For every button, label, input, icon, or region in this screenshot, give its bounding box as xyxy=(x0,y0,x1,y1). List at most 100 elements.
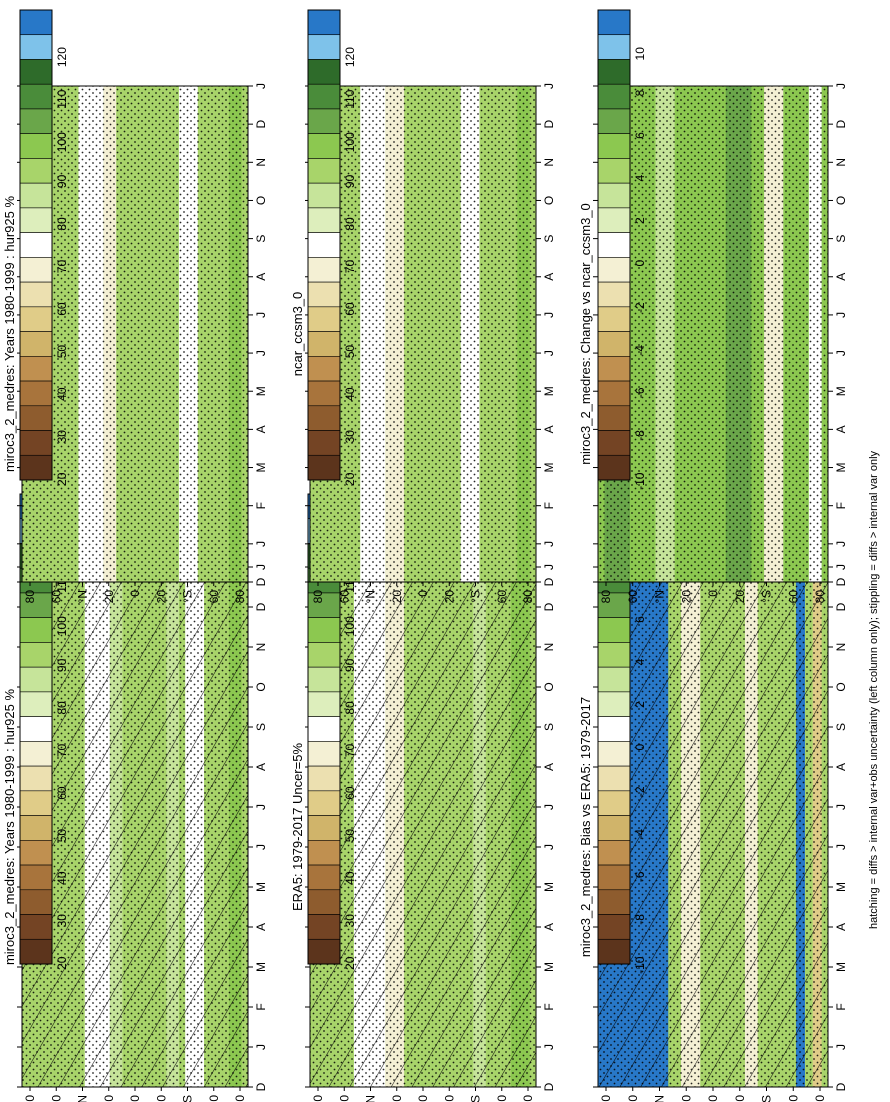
month-label: D xyxy=(834,577,848,586)
colorbar-swatch xyxy=(19,405,53,431)
month-label: J xyxy=(542,83,556,89)
colorbar-label: 100 xyxy=(343,616,357,636)
colorbar-label: 10 xyxy=(633,47,647,61)
colorbar-frame xyxy=(307,9,341,481)
lat-label: 20 xyxy=(442,1095,456,1102)
colorbar-label: 80 xyxy=(55,217,69,231)
lat-label: °N xyxy=(364,1095,378,1102)
colorbar-label: -2 xyxy=(633,786,647,797)
lat-label: 20 xyxy=(154,590,168,604)
colorbar-swatch xyxy=(307,257,341,283)
colorbar-swatch xyxy=(19,617,53,643)
colorbar-label: 80 xyxy=(55,701,69,715)
colorbar-swatch xyxy=(597,158,631,184)
month-label: M xyxy=(254,882,268,892)
colorbar-swatch xyxy=(307,83,341,110)
month-label: F xyxy=(254,1003,268,1010)
colorbar-swatch xyxy=(597,9,631,36)
lat-label: 20 xyxy=(679,1095,693,1102)
colorbar-swatch xyxy=(307,864,341,891)
month-label: J xyxy=(542,844,556,850)
colorbar-swatch xyxy=(307,34,341,60)
colorbar-label: 50 xyxy=(343,345,357,359)
colorbar-swatch xyxy=(307,617,341,643)
lat-label: 80 xyxy=(311,1095,325,1102)
colorbar-label: 80 xyxy=(343,217,357,231)
colorbar-label: 0 xyxy=(633,260,647,267)
colorbar-swatch xyxy=(597,405,631,431)
lat-label: 80 xyxy=(233,1095,247,1102)
month-label: M xyxy=(834,882,848,892)
colorbar-label: 40 xyxy=(55,871,69,885)
lat-label: 20 xyxy=(733,590,747,604)
month-label: S xyxy=(542,235,556,243)
colorbar-swatch xyxy=(19,380,53,407)
month-label: O xyxy=(254,196,268,205)
colorbar-swatch xyxy=(597,716,631,742)
month-label: M xyxy=(254,463,268,473)
month-label: S xyxy=(254,235,268,243)
colorbar-swatch xyxy=(19,840,53,866)
colorbar-label: 0 xyxy=(633,744,647,751)
colorbar-label: 90 xyxy=(55,658,69,672)
colorbar-swatch xyxy=(597,356,631,382)
lat-label: 80 xyxy=(599,590,613,604)
hatch-overlay xyxy=(22,567,248,1087)
colorbar-label: 80 xyxy=(343,701,357,715)
lat-label: 60 xyxy=(626,590,640,604)
lat-label: °N xyxy=(76,1095,90,1102)
month-label: J xyxy=(542,804,556,810)
colorbar-swatch xyxy=(19,306,53,332)
lat-label: °N xyxy=(364,590,378,603)
month-label: D xyxy=(542,1082,556,1091)
colorbar-swatch xyxy=(597,642,631,668)
month-label: F xyxy=(834,502,848,509)
lat-label: 60 xyxy=(337,1095,351,1102)
colorbar-swatch xyxy=(19,592,53,618)
month-label: M xyxy=(542,882,556,892)
lat-label: 20 xyxy=(390,590,404,604)
lat-label: 20 xyxy=(390,1095,404,1102)
panel-title: ncar_ccsm3_0 xyxy=(290,292,305,377)
panel-2: D J F M A M J J A S O N D J 80 60 °N 20 0 20 °S 60 80 miroc3_2_… xyxy=(2,9,268,604)
month-label: S xyxy=(834,235,848,243)
month-label: N xyxy=(542,643,556,652)
colorbar-swatch xyxy=(597,59,631,85)
lat-label: °N xyxy=(653,1095,667,1102)
colorbar-swatch xyxy=(597,331,631,357)
month-label: J xyxy=(834,804,848,810)
colorbar-label: 70 xyxy=(343,744,357,758)
colorbar-swatch xyxy=(19,914,53,940)
month-label: A xyxy=(254,273,268,281)
month-label: J xyxy=(542,541,556,547)
lat-label: 80 xyxy=(311,590,325,604)
month-label: D xyxy=(254,577,268,586)
colorbar-swatch xyxy=(307,938,341,965)
colorbar-swatch xyxy=(597,938,631,965)
colorbar-swatch xyxy=(307,666,341,693)
colorbar-label: -4 xyxy=(633,345,647,356)
colorbar-label: 120 xyxy=(343,47,357,67)
colorbar-frame xyxy=(597,9,631,481)
panel-title: miroc3_2_medres: Change vs ncar_ccsm3_0 xyxy=(578,203,593,465)
colorbar-swatch xyxy=(597,380,631,407)
colorbar-swatch xyxy=(19,716,53,742)
month-label: M xyxy=(834,386,848,396)
colorbar-swatch xyxy=(307,454,341,481)
colorbar-swatch xyxy=(307,356,341,382)
colorbar-label: 6 xyxy=(633,132,647,139)
colorbar-label: 6 xyxy=(633,616,647,623)
month-label: N xyxy=(542,158,556,167)
month-label: O xyxy=(542,682,556,691)
month-label: F xyxy=(542,502,556,509)
panel-title: ERA5: 1979-2017 Uncer=5% xyxy=(290,743,305,911)
colorbar-label: 2 xyxy=(633,217,647,224)
colorbar-swatch xyxy=(19,232,53,258)
colorbar-label: 100 xyxy=(343,132,357,152)
colorbar-swatch xyxy=(307,9,341,36)
colorbar-label: 40 xyxy=(55,387,69,401)
colorbar-swatch xyxy=(19,133,53,159)
colorbar-label: 4 xyxy=(633,174,647,181)
